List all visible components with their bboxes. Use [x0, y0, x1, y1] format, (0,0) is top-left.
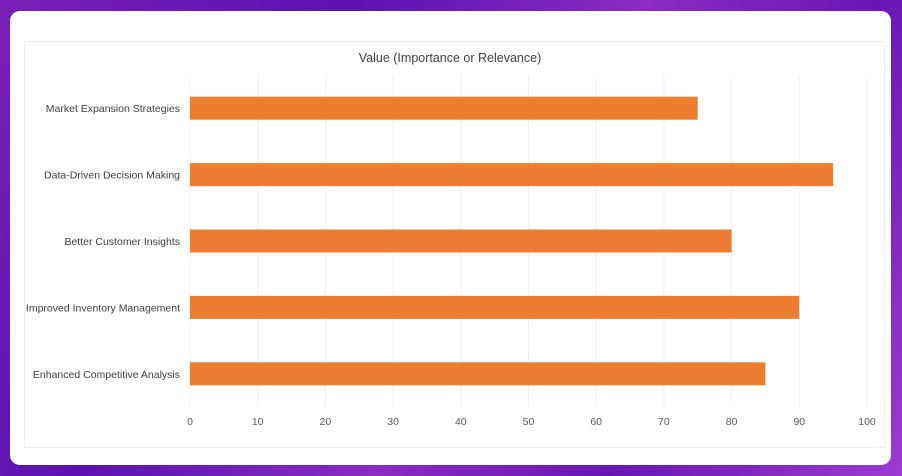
bar-5 — [190, 362, 766, 386]
category-label: Enhanced Competitive Analysis — [33, 369, 180, 381]
x-tick-label: 20 — [320, 416, 332, 428]
chart-title: Value (Importance or Relevance) — [359, 51, 542, 65]
bars — [190, 96, 834, 386]
x-tick-label: 70 — [658, 416, 670, 428]
x-tick-label: 10 — [252, 416, 264, 428]
category-label: Data-Driven Decision Making — [44, 170, 180, 182]
chart-area — [24, 41, 885, 448]
x-tick-label: 0 — [187, 416, 193, 428]
category-label: Better Customer Insights — [64, 236, 180, 248]
x-tick-label: 30 — [387, 416, 399, 428]
x-tick-label: 90 — [793, 416, 805, 428]
x-tick-label: 80 — [726, 416, 738, 428]
bar-1 — [190, 96, 698, 120]
x-axis-ticks: 0 10 20 30 40 50 60 70 80 90 100 — [187, 416, 876, 428]
x-tick-label: 50 — [523, 416, 535, 428]
x-tick-label: 60 — [590, 416, 602, 428]
bar-2 — [190, 163, 834, 187]
category-label: Market Expansion Strategies — [46, 103, 180, 115]
category-label: Improved Inventory Management — [26, 302, 180, 314]
x-tick-label: 100 — [858, 416, 876, 428]
category-labels: Market Expansion Strategies Data-Driven D… — [26, 103, 180, 381]
bar-3 — [190, 229, 732, 253]
x-tick-label: 40 — [455, 416, 467, 428]
bar-4 — [190, 295, 800, 319]
